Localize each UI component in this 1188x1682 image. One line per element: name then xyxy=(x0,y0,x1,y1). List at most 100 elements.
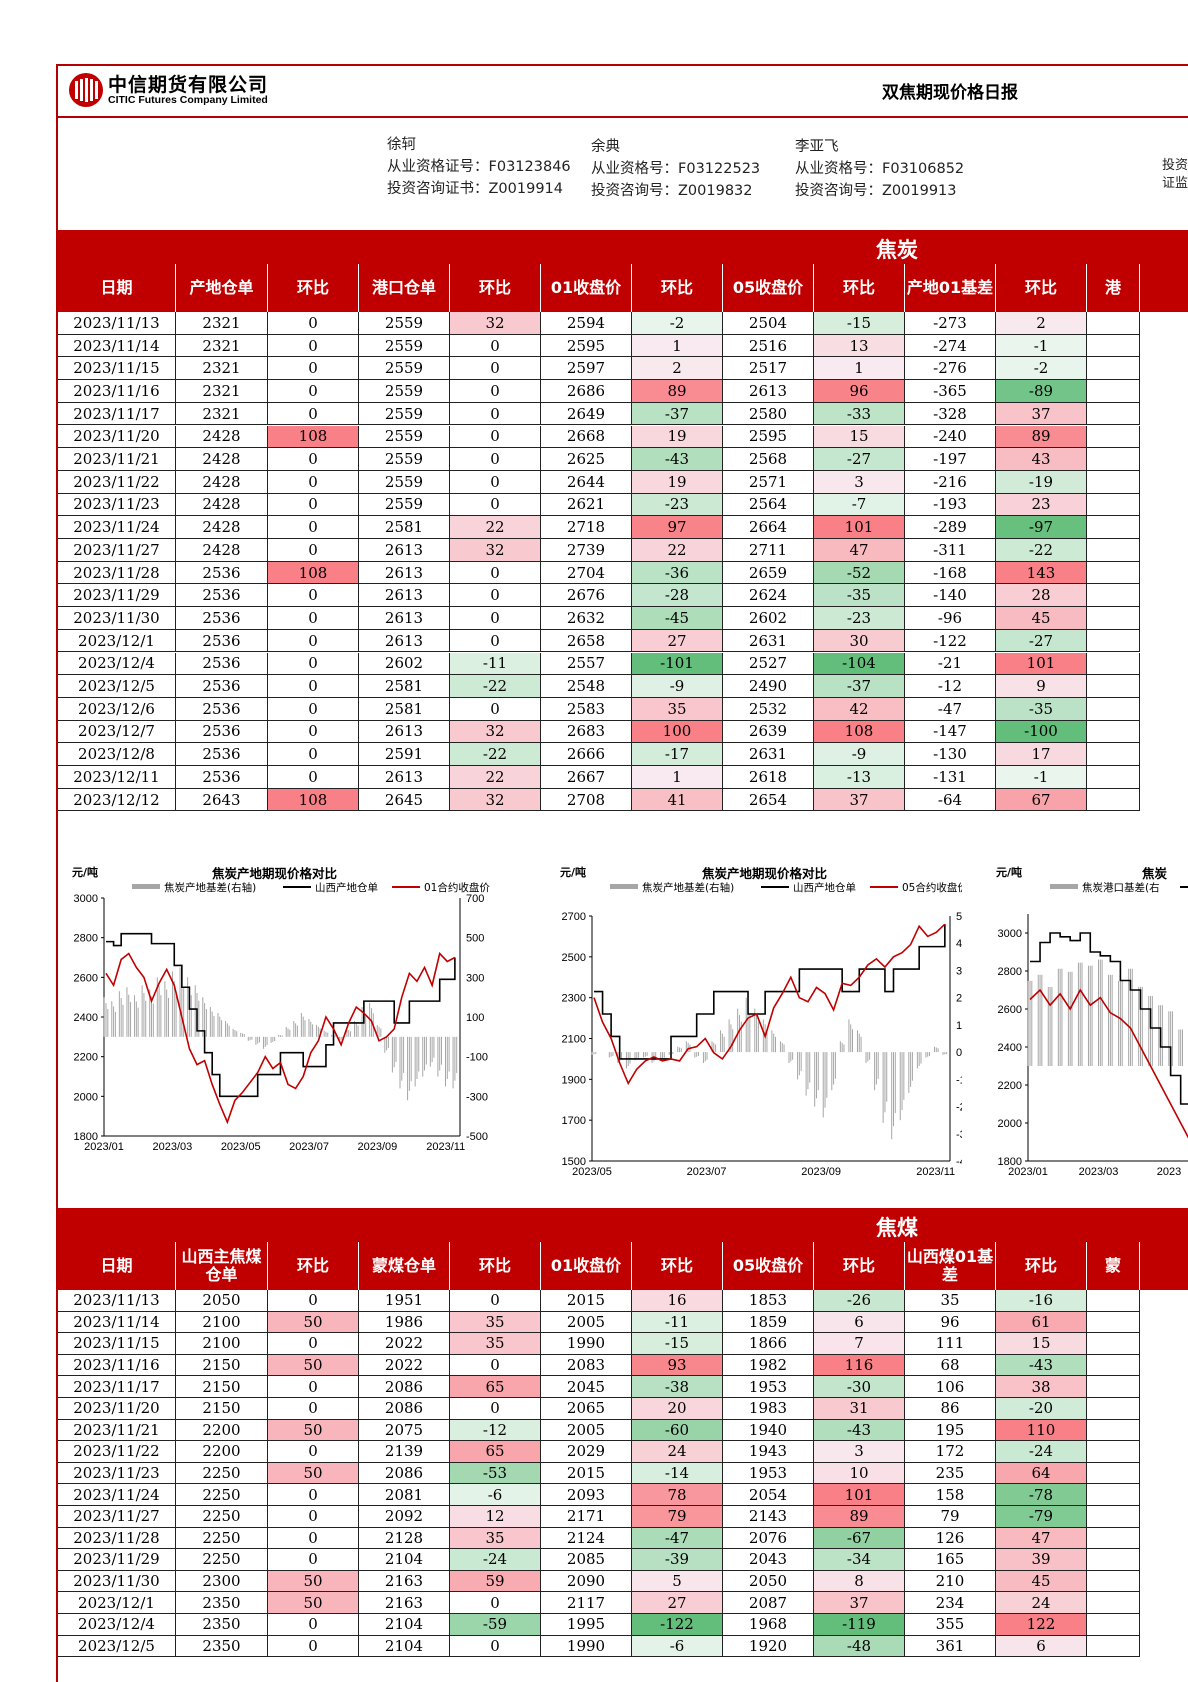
table-cell: 0 xyxy=(268,1506,359,1528)
table-cell: 2624 xyxy=(723,584,814,608)
table-cell: -2 xyxy=(632,312,723,335)
x-tick-label: 2023/11 xyxy=(426,1141,465,1153)
table-cell: 2321 xyxy=(176,312,268,335)
table-cell: -7 xyxy=(814,493,905,517)
table-cell: -45 xyxy=(632,607,723,630)
table-cell: -311 xyxy=(905,539,996,562)
table-cell: 2613 xyxy=(359,766,450,789)
table-cell: 68 xyxy=(905,1354,996,1377)
column-header: 05收盘价 xyxy=(723,264,814,312)
table-cell: 2613 xyxy=(359,607,450,630)
table-cell: 2536 xyxy=(176,766,268,789)
y2-tick-label: 700 xyxy=(466,893,484,905)
table-cell: 101 xyxy=(814,516,905,539)
table-cell: 2085 xyxy=(541,1549,632,1571)
table-cell: 0 xyxy=(450,1290,541,1312)
table-cell: 0 xyxy=(450,493,541,517)
table-row: 2023/12/5 2350 0 2104 0 1990 -6 1920 -48 361 6 xyxy=(58,1635,1188,1658)
date-cell: 2023/11/30 xyxy=(58,607,176,630)
table-cell: 2718 xyxy=(541,516,632,539)
table-cell: 0 xyxy=(268,629,359,653)
table-cell: 2250 xyxy=(176,1462,268,1485)
table-cell: 43 xyxy=(996,448,1087,471)
table-cell: 19 xyxy=(632,470,723,494)
table-cell: -17 xyxy=(632,743,723,766)
table-cell: 2321 xyxy=(176,357,268,381)
y2-tick-label: -100 xyxy=(466,1052,488,1064)
series-line xyxy=(105,951,456,1125)
table-cell: 1953 xyxy=(723,1462,814,1485)
table-cell: 37 xyxy=(996,402,1087,426)
table-cell: 2613 xyxy=(359,539,450,562)
table-cell: 1983 xyxy=(723,1398,814,1420)
date-cell: 2023/12/11 xyxy=(58,766,176,789)
column-header: 产地仓单 xyxy=(176,264,268,312)
y2-tick-label: 200 xyxy=(956,993,962,1005)
table-cell: 0 xyxy=(268,312,359,335)
table-cell: 2029 xyxy=(541,1441,632,1463)
table-cell: 108 xyxy=(814,720,905,744)
table-cell: 122 xyxy=(996,1614,1087,1636)
column-header: 港口仓单 xyxy=(359,264,450,312)
table-row: 2023/11/23 2250 50 2086 -53 2015 -14 1953 10 235 6… xyxy=(58,1462,1188,1485)
column-header: 环比 xyxy=(996,1242,1087,1290)
table-cell: 2704 xyxy=(541,561,632,585)
chart-svg: 焦炭产地基差(右轴) 山西产地仓单 05合约收盘价 2700 2500 2300 2100 1… xyxy=(562,881,962,1176)
y2-tick-label: 100 xyxy=(956,1020,962,1032)
table-cell: -35 xyxy=(996,697,1087,721)
table-cell-truncated xyxy=(1087,470,1140,494)
table-cell: 2076 xyxy=(723,1527,814,1550)
table-cell: 0 xyxy=(268,539,359,562)
y-tick-label: 2800 xyxy=(74,933,98,945)
table-cell: 28 xyxy=(996,584,1087,608)
table-cell: 2045 xyxy=(541,1376,632,1398)
column-header: 蒙煤仓单 xyxy=(359,1242,450,1290)
table-cell: 2150 xyxy=(176,1376,268,1398)
table-cell: 1968 xyxy=(723,1614,814,1636)
chart-1: 元/吨 焦炭产地期现价格对比 焦炭产地基差(右轴) 山西产地仓单 01合约收盘价 3000… xyxy=(62,856,512,1176)
table-cell: 2668 xyxy=(541,425,632,449)
x-tick-label: 2023/07 xyxy=(289,1141,329,1153)
table-cell: 23 xyxy=(996,493,1087,517)
date-cell: 2023/11/27 xyxy=(58,539,176,562)
table-cell-truncated xyxy=(1087,1290,1140,1312)
table-cell: 2536 xyxy=(176,720,268,744)
series-line xyxy=(594,924,946,1060)
table-cell: 2613 xyxy=(359,561,450,585)
table-cell: -101 xyxy=(632,652,723,676)
y2-tick-label: 100 xyxy=(466,1012,484,1024)
table-cell: -289 xyxy=(905,516,996,539)
legend-label: 山西产地仓单 xyxy=(315,881,378,894)
table-cell-truncated xyxy=(1087,448,1140,471)
table-cell: -2 xyxy=(996,357,1087,381)
table-cell: 15 xyxy=(996,1333,1087,1355)
author-block-2: 余典 从业资格号：F03122523 投资咨询号：Z0019832 xyxy=(591,136,760,202)
author-block-1: 徐轲 从业资格证号：F03123846 投资咨询证书：Z0019914 xyxy=(387,134,571,200)
date-cell: 2023/11/24 xyxy=(58,1484,176,1506)
table-cell: -23 xyxy=(814,607,905,630)
y-tick-label: 2200 xyxy=(74,1052,98,1064)
table-cell: 143 xyxy=(996,561,1087,585)
table-cell: 2087 xyxy=(723,1592,814,1614)
table-cell: 0 xyxy=(268,380,359,403)
date-cell: 2023/11/17 xyxy=(58,402,176,426)
table-cell-truncated xyxy=(1087,1527,1140,1550)
table-cell-truncated xyxy=(1087,561,1140,585)
table-cell: 0 xyxy=(268,1333,359,1355)
table-cell: 2321 xyxy=(176,402,268,426)
table-cell: 101 xyxy=(814,1484,905,1506)
table-cell-truncated xyxy=(1087,743,1140,766)
table-cell: 2613 xyxy=(359,584,450,608)
table-cell: -22 xyxy=(996,539,1087,562)
disclaimer-line: 证监 xyxy=(1162,176,1188,191)
table-cell-truncated xyxy=(1087,1570,1140,1593)
table-cell: -60 xyxy=(632,1419,723,1442)
table-cell: 0 xyxy=(450,584,541,608)
table-row: 2023/11/15 2321 0 2559 0 2597 2 2517 1 -276 -2 xyxy=(58,357,1188,381)
table-cell: 172 xyxy=(905,1441,996,1463)
table-cell: -38 xyxy=(632,1376,723,1398)
table-cell: 2090 xyxy=(541,1570,632,1593)
table-cell: 2536 xyxy=(176,607,268,630)
table-cell: 165 xyxy=(905,1549,996,1571)
table-cell: 2559 xyxy=(359,357,450,381)
